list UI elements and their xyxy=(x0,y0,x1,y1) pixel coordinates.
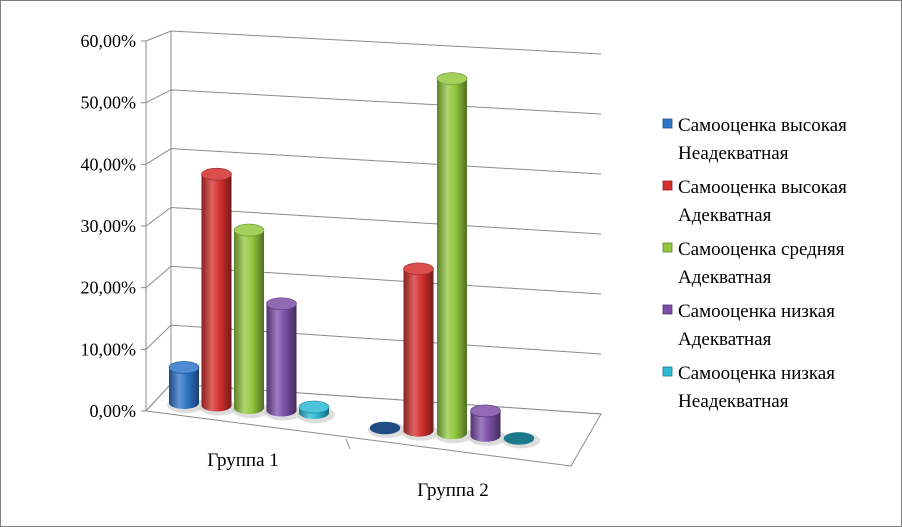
bar xyxy=(502,432,540,449)
bar xyxy=(401,262,440,441)
bar xyxy=(297,400,335,423)
bar-top xyxy=(298,400,330,414)
bar-body xyxy=(437,78,467,440)
y-tick-label: 30,00% xyxy=(81,216,137,236)
gridline xyxy=(145,30,602,55)
legend-item: Самооценка низкая Неадекватная xyxy=(662,363,835,412)
legend-swatch xyxy=(662,366,673,377)
bar-top xyxy=(168,361,200,374)
bar-body xyxy=(403,268,434,437)
bar-top xyxy=(266,297,297,311)
category-label: Группа 2 xyxy=(417,480,489,501)
y-tick-label: 40,00% xyxy=(81,154,137,174)
legend-label: Самооценка высокая xyxy=(678,115,847,136)
bar-top xyxy=(403,262,434,276)
legend-label: Самооценка низкая xyxy=(678,363,835,384)
legend-swatch xyxy=(662,118,673,129)
bar-body xyxy=(201,174,232,412)
bar xyxy=(468,404,507,446)
y-tick-label: 20,00% xyxy=(81,278,137,298)
category-divider xyxy=(345,438,351,450)
legend-label: Неадекватная xyxy=(678,391,789,412)
y-tick-label: 50,00% xyxy=(81,93,137,113)
bar-top xyxy=(201,167,232,181)
legend-label: Самооценка высокая xyxy=(678,177,847,198)
bar xyxy=(264,297,303,421)
gridline xyxy=(145,89,602,115)
legend-label: Самооценка низкая xyxy=(678,301,835,322)
bar xyxy=(435,72,473,444)
legend-item: Самооценка высокая Неадекватная xyxy=(662,115,847,164)
legend-swatch xyxy=(662,304,673,315)
bar xyxy=(167,361,205,413)
legend-label: Адекватная xyxy=(678,329,772,350)
bar-top xyxy=(369,421,401,435)
legend-item: Самооценка высокая Адекватная xyxy=(662,177,847,226)
bar-body xyxy=(234,230,264,414)
legend-label: Самооценка средняя xyxy=(678,239,845,260)
legend-label: Неадекватная xyxy=(678,143,789,164)
bar-top xyxy=(233,223,265,237)
y-tick-label: 10,00% xyxy=(81,339,137,359)
legend-item: Самооценка низкая Адекватная xyxy=(662,301,835,350)
legend-label: Адекватная xyxy=(678,205,772,226)
bar xyxy=(199,167,238,416)
legend-item: Самооценка средняя Адекватная xyxy=(662,239,845,288)
legend-swatch xyxy=(662,242,673,253)
bar-body xyxy=(266,303,297,417)
bar-body xyxy=(470,410,501,442)
legend-label: Адекватная xyxy=(678,267,772,288)
bar-top xyxy=(470,404,501,418)
bar xyxy=(232,223,270,418)
bar xyxy=(368,421,406,438)
bar-top xyxy=(503,432,535,445)
y-tick-label: 0,00% xyxy=(90,401,137,421)
legend-swatch xyxy=(662,180,673,191)
y-tick-label: 60,00% xyxy=(81,31,137,51)
category-label: Группа 1 xyxy=(207,450,279,471)
bar-body xyxy=(169,367,199,409)
bar-top xyxy=(436,72,468,85)
